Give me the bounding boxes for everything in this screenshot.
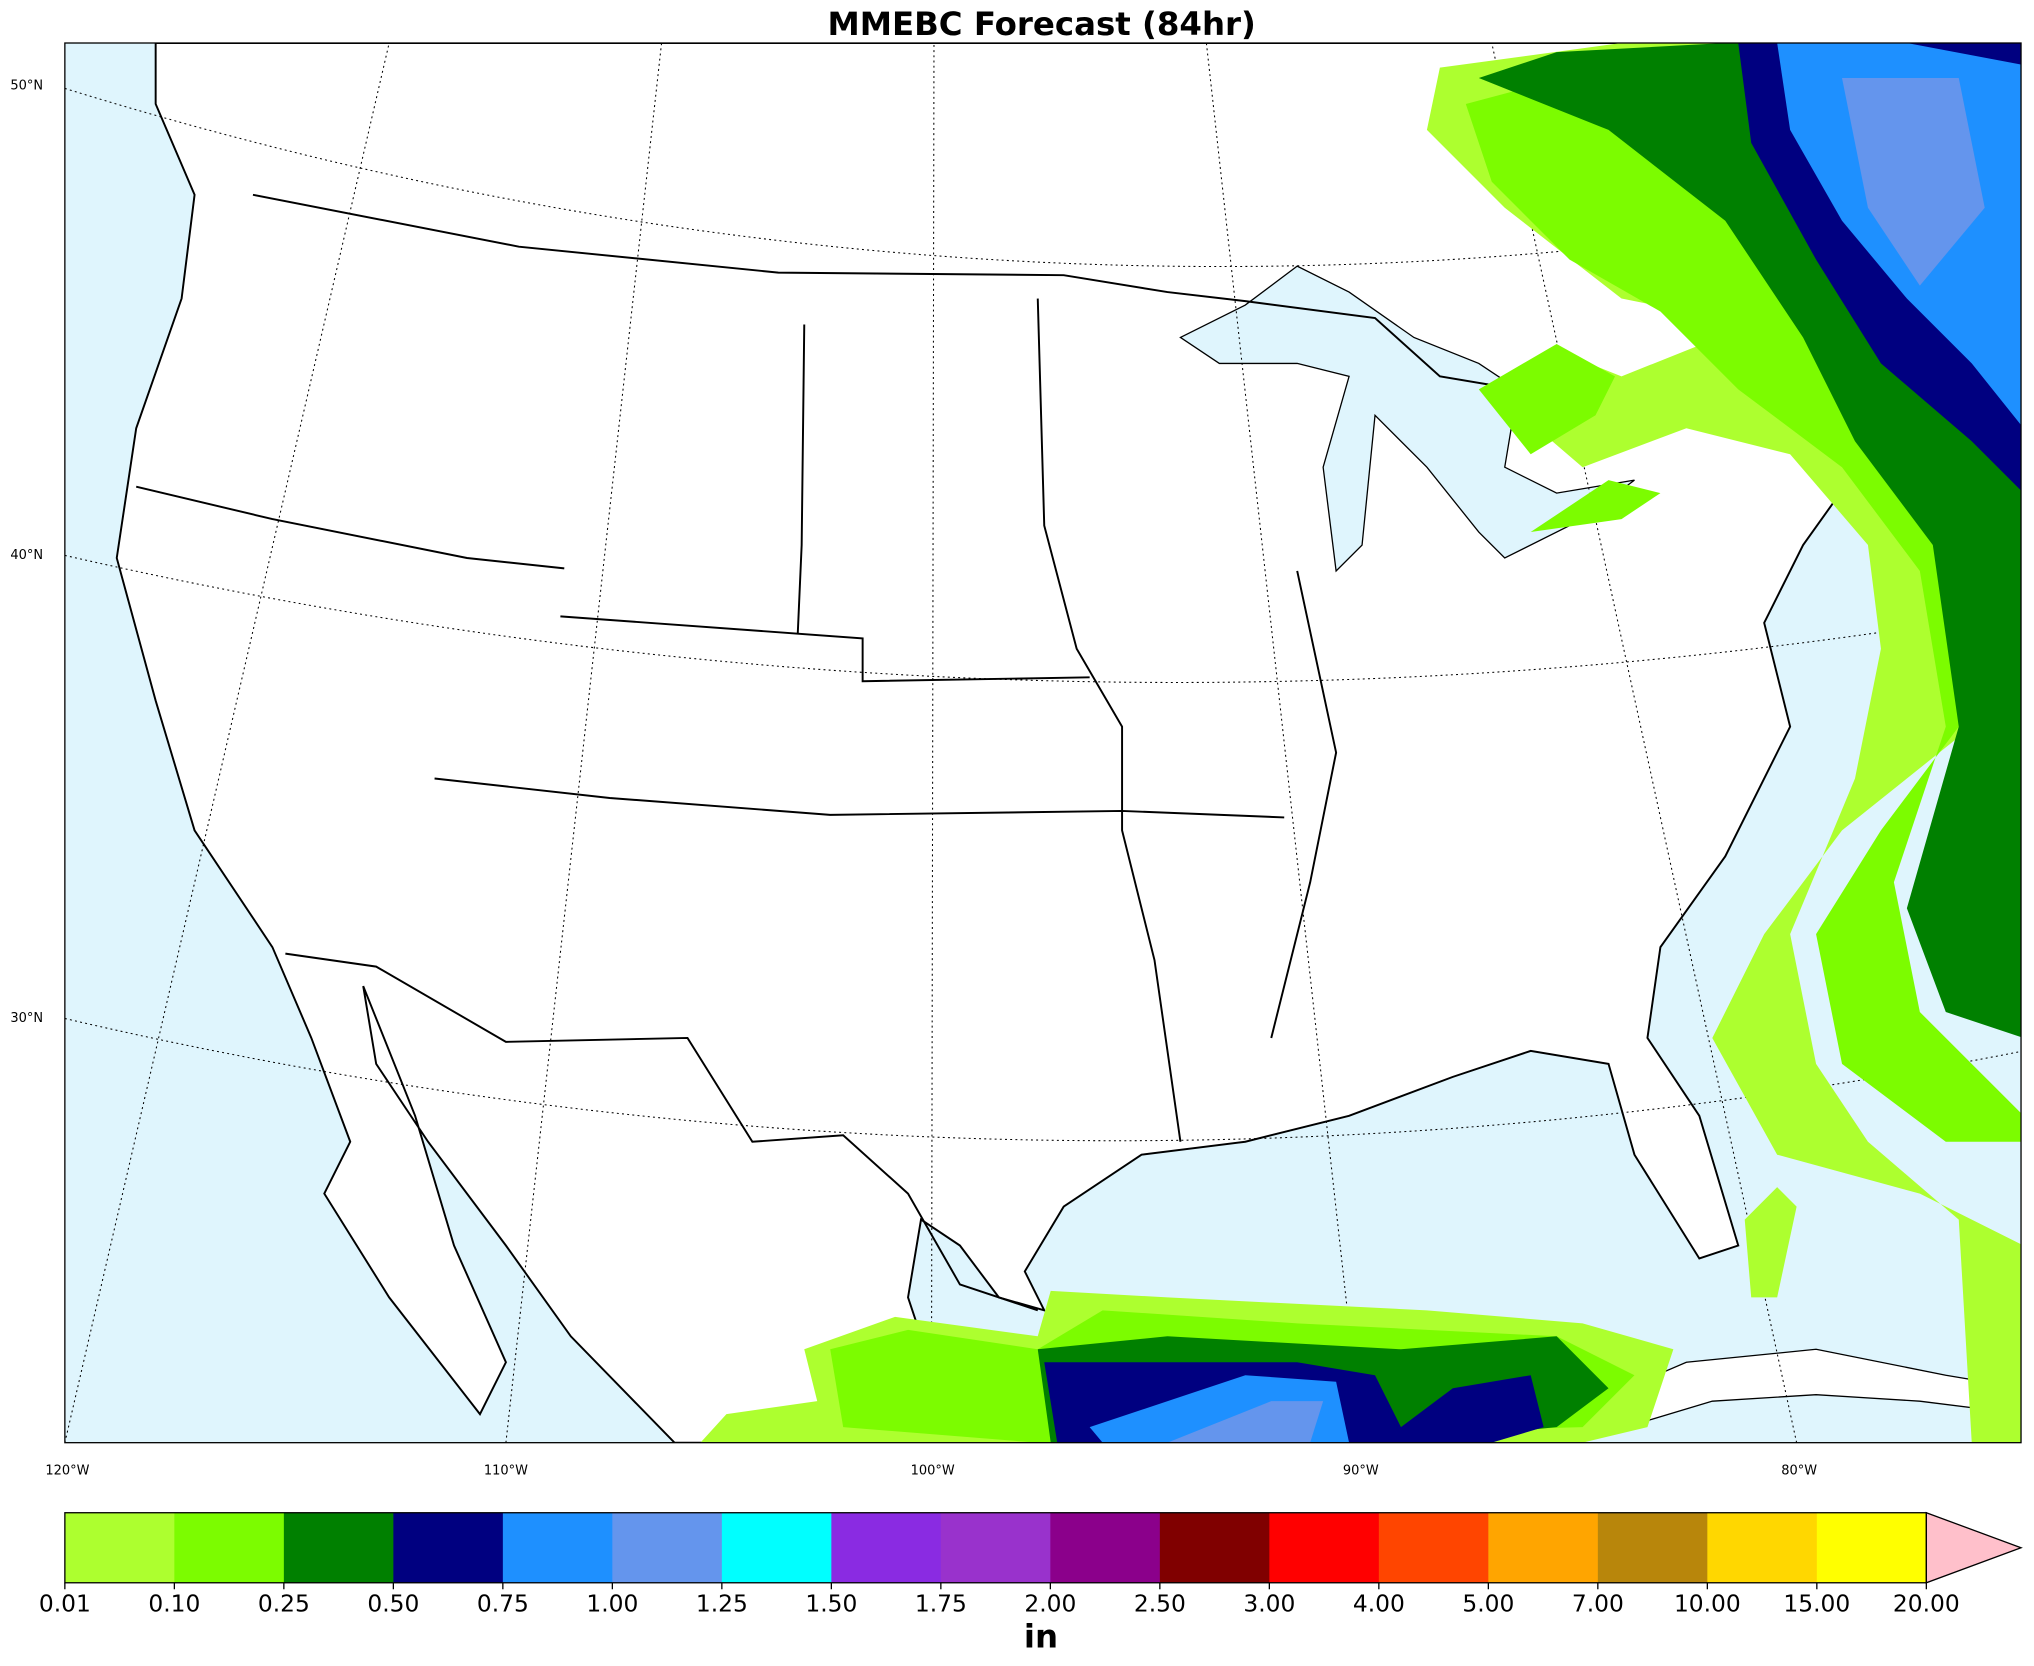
colorbar-bin xyxy=(1597,1512,1708,1583)
colorbar-label: 20.00 xyxy=(1893,1589,1960,1617)
cuba xyxy=(1593,1348,2022,1422)
great-lakes xyxy=(1179,265,1635,573)
colorbar-bin xyxy=(393,1512,504,1583)
colorbar-label: 10.00 xyxy=(1674,1589,1741,1617)
colorbar: 0.01 0.10 0.25 0.50 0.75 1.00 1.25 1.50 1.75 2.00… xyxy=(39,1511,2023,1656)
colorbar-label: 0.01 xyxy=(39,1589,91,1617)
state-lines xyxy=(796,324,806,634)
us-mexico-border xyxy=(285,952,1039,1312)
map-title: MMEBC Forecast (84hr) xyxy=(827,5,1255,43)
colorbar-bin xyxy=(1378,1512,1489,1583)
precip-northeast xyxy=(1426,43,2022,1443)
colorbar-label: 2.00 xyxy=(1024,1589,1076,1617)
lat-label: 40°N xyxy=(10,548,43,563)
colorbar-extension xyxy=(1925,1511,2023,1584)
lat-label: 50°N xyxy=(10,78,43,93)
colorbar-bin xyxy=(1159,1512,1270,1583)
colorbar-bin xyxy=(1050,1512,1161,1583)
colorbar-outline xyxy=(64,1512,1927,1584)
colorbar-label: 3.00 xyxy=(1243,1589,1295,1617)
lon-label: 120°W xyxy=(45,1464,89,1479)
colorbar-bin xyxy=(283,1512,395,1583)
colorbar-label: 0.50 xyxy=(367,1589,419,1617)
colorbar-bin xyxy=(612,1512,723,1583)
colorbar-label: 0.75 xyxy=(477,1589,529,1617)
colorbar-label: 1.25 xyxy=(696,1589,748,1617)
colorbar-label: 4.00 xyxy=(1353,1589,1405,1617)
colorbar-label: 0.25 xyxy=(258,1589,310,1617)
map-border xyxy=(64,42,2022,1444)
colorbar-unit: in xyxy=(1024,1618,1058,1656)
colorbar-bin xyxy=(831,1512,942,1583)
colorbar-label: 1.50 xyxy=(805,1589,857,1617)
lat-label: 30°N xyxy=(10,1011,43,1026)
state-lines xyxy=(560,615,1090,683)
colorbar-bin xyxy=(1488,1512,1599,1583)
lon-label: 100°W xyxy=(911,1464,955,1479)
colorbar-label: 0.10 xyxy=(148,1589,200,1617)
colorbar-bin xyxy=(1269,1512,1380,1583)
state-lines xyxy=(434,777,1285,819)
lon-label: 110°W xyxy=(484,1464,528,1479)
colorbar-label: 7.00 xyxy=(1572,1589,1624,1617)
lon-label: 90°W xyxy=(1343,1464,1379,1479)
colorbar-bin xyxy=(1707,1512,1818,1583)
lon-label: 80°W xyxy=(1781,1464,1817,1479)
colorbar-bin xyxy=(940,1512,1051,1583)
colorbar-bin xyxy=(64,1512,176,1583)
colorbar-label: 5.00 xyxy=(1462,1589,1514,1617)
colorbar-label: 15.00 xyxy=(1783,1589,1850,1617)
graticule-labels: 50°N 40°N 30°N 120°W 110°W 100°W 90°W 80°W xyxy=(10,78,1817,1478)
precip-south xyxy=(700,1187,1797,1443)
colorbar-label: 2.50 xyxy=(1134,1589,1186,1617)
colorbar-label: 1.00 xyxy=(586,1589,638,1617)
state-lines xyxy=(135,485,565,570)
state-lines xyxy=(1036,298,1182,1142)
colorbar-bin xyxy=(721,1512,832,1583)
state-lines xyxy=(1270,570,1338,1039)
map-frame xyxy=(64,42,2022,1444)
colorbar-label: 1.75 xyxy=(915,1589,967,1617)
colorbar-bin xyxy=(1816,1512,1927,1583)
colorbar-bin xyxy=(174,1512,285,1583)
colorbar-bin xyxy=(502,1512,614,1583)
